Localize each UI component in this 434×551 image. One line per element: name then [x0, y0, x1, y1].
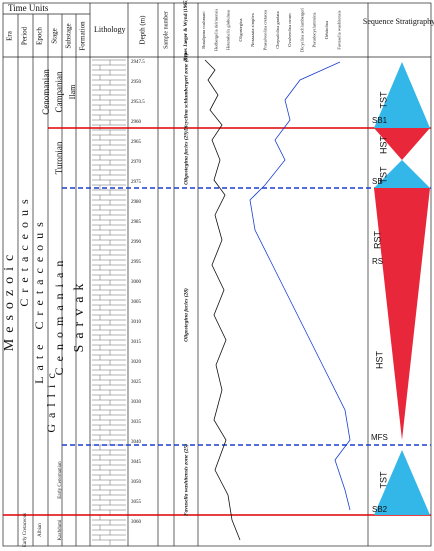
depth-value: 2953.5 [131, 100, 145, 105]
era: Mesozoic [2, 249, 17, 351]
sequence-label: TST [378, 471, 388, 489]
stage: Cenomanian [41, 69, 51, 115]
depth-value: 2995 [131, 260, 142, 265]
depth-value: 2985 [131, 220, 142, 225]
species-label: Pseudocyclammina [312, 13, 317, 48]
lithology-label: Lithology [94, 25, 126, 34]
depth-value: 3020 [131, 360, 142, 365]
depth-value: 3035 [131, 420, 142, 425]
depth-value: 2960 [131, 120, 142, 125]
curves [204, 59, 351, 541]
sequence-label: HST [378, 135, 388, 154]
sequence-label: Sequence Stratigraphy [363, 17, 434, 26]
lithology-pattern [92, 59, 126, 545]
stage: Albian [38, 523, 43, 537]
formation: Sarvak [72, 278, 87, 353]
boundaries [3, 127, 431, 516]
sequence-label: MFS [371, 433, 388, 442]
species-label: Chrysalidina gradata [275, 11, 280, 48]
stage: Campanian [54, 71, 64, 112]
sequence-label: TST [378, 91, 388, 109]
zone-label: Oligostegina facies (28) [182, 288, 189, 342]
species-label: Oligostegina [238, 19, 243, 42]
frame [2, 2, 432, 547]
zones-label: Zones Jaeger & Wynd (1965) [184, 0, 189, 61]
species-label: Favusella washitensis [336, 10, 341, 49]
depth-value: 2975 [131, 180, 142, 185]
sample-label: Sample number [163, 11, 169, 49]
formation: Ilam [68, 84, 77, 99]
zone-label: Favusella washitensis zone (25) [182, 444, 189, 516]
sequence-triangles [374, 62, 430, 515]
sequence-label: SB2 [372, 505, 388, 514]
species-label: Orbitolina [324, 21, 329, 40]
depth-value: 2950 [131, 80, 142, 85]
depth-value: 3025 [131, 380, 142, 385]
sequence-label: TST [378, 166, 388, 184]
zone-label: Oligostegina facies (29) [182, 131, 189, 185]
header-title: Time Units [8, 3, 49, 13]
depth-value: 3030 [131, 400, 142, 405]
column-rules [3, 3, 369, 546]
stage: Early Cenomanian [58, 461, 63, 499]
depth-value: 3060 [131, 520, 142, 525]
zone-label: Dicyclina schlumbergeri zone (31) [182, 53, 189, 132]
species-label: Dicyclina schlumbergeri [299, 7, 304, 52]
species-label: Praealveolina cretacea [263, 10, 268, 50]
species-label: Ovalveolina ovum [287, 13, 292, 47]
column-label: Era [6, 30, 14, 41]
depth-value: 3000 [131, 280, 142, 285]
column-label: Formation [79, 21, 87, 51]
column-label: Epoch [36, 27, 44, 45]
formation: Kazhdumi [58, 519, 63, 540]
depth-value: 3010 [131, 320, 142, 325]
sequence-label: SB [372, 177, 383, 186]
species-label: Heterohelix globulosa [226, 10, 231, 50]
depth-value: 2980 [131, 200, 142, 205]
stage: Turonian [54, 141, 64, 174]
sequence-label: HST [374, 350, 384, 369]
depth-value: 3040 [131, 440, 142, 445]
sequence-label: SB1 [372, 116, 388, 125]
depth-value: 3055 [131, 500, 142, 505]
period: Cretaceous [17, 193, 31, 306]
depth-value: 3015 [131, 340, 142, 345]
depth-value: 2990 [131, 240, 142, 245]
depth-value: 3050 [131, 480, 142, 485]
depth-value: 2965 [131, 140, 142, 145]
depth-value: 2970 [131, 160, 142, 165]
column-label: Substage [65, 23, 73, 48]
sequence-label: RS [372, 257, 383, 266]
epoch: Early Cretaceous [23, 513, 28, 547]
subperiod: Gallic [44, 367, 58, 432]
depth-value: 2947.5 [131, 60, 145, 65]
column-label: Period [21, 26, 29, 45]
depth-value: 3045 [131, 460, 142, 465]
species-label: Rotalipora cushmani [201, 11, 206, 49]
depth-label: Depth (m) [139, 15, 147, 45]
depth-value: 3005 [131, 300, 142, 305]
epoch: Late Cretaceous [32, 216, 46, 384]
column-label: Stage [51, 28, 59, 44]
species-label: Nezzazata simplex [250, 12, 255, 47]
sequence-label: RST [372, 230, 382, 249]
species-label: Hedbergella delrioensis [213, 8, 218, 51]
stage: Cenomanian [52, 255, 66, 376]
